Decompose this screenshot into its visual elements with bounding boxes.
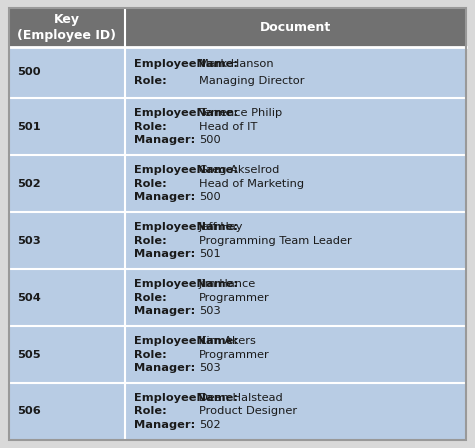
Text: Role:: Role: xyxy=(134,293,167,302)
Bar xyxy=(9,8,125,47)
Text: Manager:: Manager: xyxy=(134,363,195,373)
Text: Role:: Role: xyxy=(134,179,167,189)
Bar xyxy=(125,8,466,47)
Text: Jeff Hay: Jeff Hay xyxy=(199,222,244,232)
Text: 503: 503 xyxy=(17,236,41,246)
Bar xyxy=(9,269,125,326)
Bar xyxy=(9,47,125,98)
Text: Jim Hance: Jim Hance xyxy=(199,279,256,289)
Text: 506: 506 xyxy=(17,406,41,417)
Text: Terrence Philip: Terrence Philip xyxy=(199,108,282,118)
Text: Manager:: Manager: xyxy=(134,306,195,316)
Text: Managing Director: Managing Director xyxy=(199,76,304,86)
Text: Greg Akselrod: Greg Akselrod xyxy=(199,165,279,175)
Text: 502: 502 xyxy=(17,179,41,189)
Bar xyxy=(125,269,466,326)
Bar xyxy=(9,326,125,383)
Text: Manager:: Manager: xyxy=(134,192,195,202)
Text: Manager:: Manager: xyxy=(134,420,195,430)
Bar xyxy=(125,47,466,98)
Text: EmployeeName:: EmployeeName: xyxy=(134,59,238,69)
Text: Manager:: Manager: xyxy=(134,135,195,145)
Text: EmployeeName:: EmployeeName: xyxy=(134,165,238,175)
Text: Programmer: Programmer xyxy=(199,293,270,302)
Text: EmployeeName:: EmployeeName: xyxy=(134,393,238,403)
Bar xyxy=(9,155,125,212)
Bar xyxy=(9,383,125,440)
Bar xyxy=(125,326,466,383)
Text: EmployeeName:: EmployeeName: xyxy=(134,108,238,118)
Text: Dean Halstead: Dean Halstead xyxy=(199,393,283,403)
Text: Head of Marketing: Head of Marketing xyxy=(199,179,304,189)
Text: Manager:: Manager: xyxy=(134,249,195,259)
Text: Role:: Role: xyxy=(134,76,167,86)
Bar xyxy=(125,383,466,440)
Text: 502: 502 xyxy=(199,420,220,430)
Text: EmployeeName:: EmployeeName: xyxy=(134,336,238,346)
Text: 503: 503 xyxy=(199,363,221,373)
Text: Programming Team Leader: Programming Team Leader xyxy=(199,236,352,246)
Text: Product Designer: Product Designer xyxy=(199,406,297,417)
Text: 501: 501 xyxy=(199,249,221,259)
Text: Document: Document xyxy=(260,21,332,34)
Text: 501: 501 xyxy=(17,122,41,132)
Text: 500: 500 xyxy=(199,192,221,202)
Text: Head of IT: Head of IT xyxy=(199,122,257,132)
Text: 505: 505 xyxy=(17,349,41,360)
Bar xyxy=(125,98,466,155)
Bar xyxy=(125,155,466,212)
Text: Mark Hanson: Mark Hanson xyxy=(199,59,274,69)
Text: 503: 503 xyxy=(199,306,221,316)
Bar xyxy=(9,98,125,155)
Text: 500: 500 xyxy=(17,68,41,78)
Text: Role:: Role: xyxy=(134,349,167,360)
Text: EmployeeName:: EmployeeName: xyxy=(134,279,238,289)
Text: Programmer: Programmer xyxy=(199,349,270,360)
Text: Role:: Role: xyxy=(134,406,167,417)
Text: 504: 504 xyxy=(17,293,41,302)
Text: Kim Akers: Kim Akers xyxy=(199,336,256,346)
Bar xyxy=(125,212,466,269)
Bar xyxy=(9,212,125,269)
Text: 500: 500 xyxy=(199,135,221,145)
Text: Role:: Role: xyxy=(134,236,167,246)
Text: EmployeeName:: EmployeeName: xyxy=(134,222,238,232)
Text: Key
(Employee ID): Key (Employee ID) xyxy=(18,13,116,42)
Text: Role:: Role: xyxy=(134,122,167,132)
